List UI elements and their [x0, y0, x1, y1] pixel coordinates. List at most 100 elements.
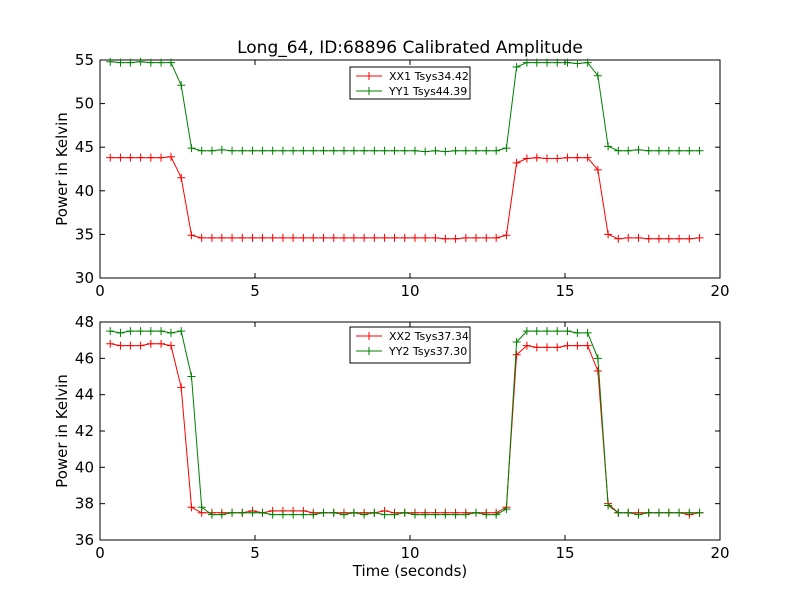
data-point [614, 234, 623, 243]
data-point [339, 510, 348, 519]
data-point [258, 233, 267, 242]
data-point [695, 233, 704, 242]
data-point [543, 327, 552, 336]
data-point [177, 81, 186, 90]
data-point [583, 153, 592, 162]
data-point [106, 57, 115, 66]
legend-box [349, 66, 471, 100]
series-1 [106, 152, 704, 243]
x-tick-label: 15 [555, 282, 574, 300]
data-point [644, 234, 653, 243]
y-tick-label: 50 [75, 95, 94, 113]
data-point [157, 327, 166, 336]
data-point [370, 233, 379, 242]
data-point [685, 508, 694, 517]
y-tick-label: 42 [75, 422, 94, 440]
y-tick-label: 38 [75, 495, 94, 513]
x-tick-label: 5 [250, 544, 260, 562]
data-point [522, 327, 531, 336]
data-point [126, 327, 135, 336]
data-point [512, 337, 521, 346]
data-point [614, 146, 623, 155]
data-point [157, 58, 166, 67]
x-tick-label: 10 [400, 282, 419, 300]
data-point [644, 146, 653, 155]
subplot-1: 0 5 10 15 20 30 35 40 45 50 55 Power in Kelvin XX1 T… [53, 51, 730, 300]
data-point [512, 158, 521, 167]
data-point [349, 508, 358, 517]
y-tick-label: 55 [75, 51, 94, 69]
data-point [309, 510, 318, 519]
data-point [126, 341, 135, 350]
data-point [410, 146, 419, 155]
data-point [238, 146, 247, 155]
data-point [177, 383, 186, 392]
data-point [654, 508, 663, 517]
data-point [502, 231, 511, 240]
data-point [431, 510, 440, 519]
data-point [228, 146, 237, 155]
data-point [624, 508, 633, 517]
y-tick-label: 40 [75, 458, 94, 476]
data-point [380, 146, 389, 155]
data-point [654, 146, 663, 155]
data-point [492, 233, 501, 242]
data-point [573, 328, 582, 337]
data-point [441, 147, 450, 156]
chart-title: Long_64, ID:68896 Calibrated Amplitude [237, 38, 583, 58]
legend: XX1 Tsys34.42 YY1 Tsys44.39 [349, 66, 471, 100]
data-point [532, 153, 541, 162]
y-tick-label: 48 [75, 313, 94, 331]
data-point [675, 234, 684, 243]
data-point [573, 59, 582, 68]
data-point [380, 510, 389, 519]
data-point [329, 233, 338, 242]
legend-entry-label: YY2 Tsys37.30 [388, 345, 467, 358]
data-point [299, 233, 308, 242]
data-point [299, 146, 308, 155]
data-point [248, 233, 257, 242]
data-point [238, 233, 247, 242]
data-point [421, 147, 430, 156]
data-point [512, 62, 521, 71]
data-point [400, 233, 409, 242]
data-point [187, 144, 196, 153]
data-point [248, 508, 257, 517]
data-point [664, 146, 673, 155]
data-point [522, 154, 531, 163]
data-point [482, 510, 491, 519]
data-point [268, 146, 277, 155]
data-point [431, 146, 440, 155]
y-tick-label: 30 [75, 269, 94, 287]
data-point [136, 341, 145, 350]
data-point [675, 146, 684, 155]
data-point [390, 146, 399, 155]
data-point [258, 146, 267, 155]
data-point [207, 146, 216, 155]
x-tick-label: 5 [250, 282, 260, 300]
data-point [278, 510, 287, 519]
data-point [319, 233, 328, 242]
data-point [187, 372, 196, 381]
x-tick-label: 10 [400, 544, 419, 562]
data-point [685, 146, 694, 155]
data-point [675, 508, 684, 517]
data-point [228, 508, 237, 517]
data-point [461, 233, 470, 242]
data-point [451, 146, 460, 155]
legend-marker [365, 72, 373, 80]
data-point [157, 153, 166, 162]
data-point [593, 71, 602, 80]
data-point [177, 327, 186, 336]
data-point [319, 146, 328, 155]
data-point [197, 146, 206, 155]
data-point [360, 146, 369, 155]
data-point [329, 146, 338, 155]
legend-box [349, 326, 471, 364]
data-point [116, 153, 125, 162]
data-point [573, 153, 582, 162]
data-point [634, 145, 643, 154]
data-point [482, 233, 491, 242]
data-point [309, 146, 318, 155]
